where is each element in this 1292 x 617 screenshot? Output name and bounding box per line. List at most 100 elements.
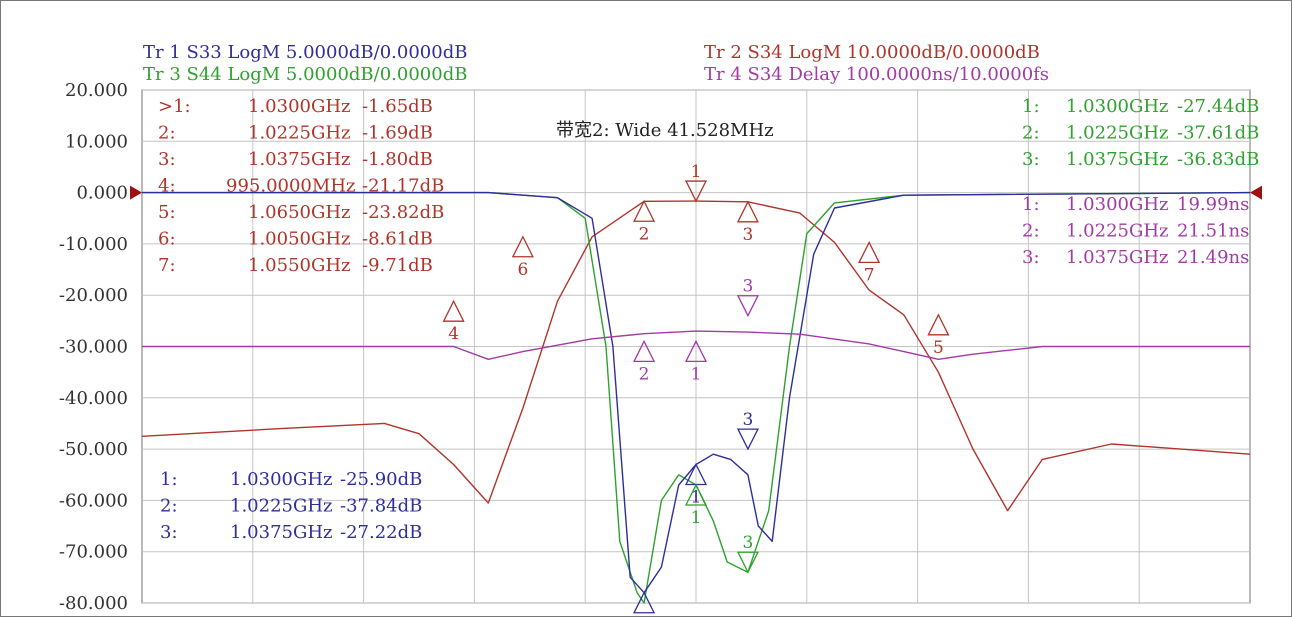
marker-table-value: -8.61dB (362, 229, 433, 250)
marker-number: 4 (448, 324, 459, 344)
marker-table-value: -25.90dB (340, 469, 422, 490)
marker-table-value: -36.83dB (1177, 149, 1259, 170)
marker-number: 1 (691, 364, 702, 384)
y-tick-label: 0.000 (76, 183, 128, 204)
marker-table-value: -27.44dB (1177, 96, 1259, 117)
y-tick-label: -60.000 (59, 490, 128, 511)
reference-arrow-left (130, 185, 142, 200)
marker-table-value: -21.17dB (362, 176, 444, 197)
marker-number: 5 (933, 338, 944, 358)
y-tick-label: -40.000 (59, 388, 128, 409)
marker-table-id: >1: (158, 96, 191, 117)
marker-table-id: 3: (1022, 247, 1040, 268)
marker-number: 1 (691, 508, 702, 528)
marker-table-value: 21.49ns (1177, 247, 1249, 268)
marker-table-freq: 1.0300GHz (1066, 194, 1169, 215)
reference-arrow-right (1250, 185, 1262, 200)
marker-triangle (736, 551, 759, 574)
trace-header-2: Tr 2 S34 LogM 10.0000dB/0.0000dB (704, 42, 1040, 63)
marker-table-id: 2: (1022, 221, 1040, 242)
y-tick-label: 20.000 (65, 80, 128, 101)
marker-table-freq: 1.0225GHz (1066, 123, 1169, 144)
marker-table-value: -1.80dB (362, 149, 433, 170)
marker-number: 2 (639, 364, 650, 384)
y-tick-label: -50.000 (59, 439, 128, 460)
marker-number: 3 (743, 533, 754, 553)
marker-table-id: 1: (1022, 96, 1040, 117)
marker-table-freq: 1.0375GHz (248, 149, 351, 170)
marker-table-value: -27.22dB (340, 522, 422, 543)
trace-line-tr3 (142, 191, 1251, 604)
marker-triangle (736, 295, 759, 318)
marker-table-id: 3: (160, 522, 178, 543)
marker-number: 3 (743, 277, 754, 297)
marker-table-freq: 1.0225GHz (248, 123, 351, 144)
marker-triangle (927, 313, 950, 336)
marker-table-freq: 1.0650GHz (248, 202, 351, 223)
marker-table-value: -1.65dB (362, 96, 433, 117)
reference-arrows (130, 185, 1262, 200)
marker-table-id: 2: (158, 123, 176, 144)
marker-triangle (736, 200, 759, 223)
bandwidth-label: 带宽2: Wide 41.528MHz (556, 120, 774, 141)
marker-number: 6 (517, 260, 528, 280)
marker-number: 1 (691, 162, 702, 182)
marker-table-freq: 1.0300GHz (230, 469, 333, 490)
marker-table-value: -1.69dB (362, 123, 433, 144)
marker-table-freq: 1.0550GHz (248, 255, 351, 276)
trace-header-4: Tr 4 S34 Delay 100.0000ns/10.0000fs (704, 64, 1049, 85)
marker-triangle (442, 299, 465, 322)
trace-header-1: Tr 1 S33 LogM 5.0000dB/0.0000dB (143, 42, 467, 63)
y-tick-label: -80.000 (59, 593, 128, 614)
marker-triangle (736, 428, 759, 451)
marker-table-freq: 1.0300GHz (248, 96, 351, 117)
marker-table-id: 7: (158, 255, 176, 276)
marker-table-freq: 995.0000MHz (226, 176, 356, 197)
marker-table-value: -9.71dB (362, 255, 433, 276)
marker-table-value: -37.84dB (340, 496, 422, 517)
marker-table-freq: 1.0375GHz (1066, 247, 1169, 268)
y-axis-ticks: 20.000 10.000 0.000 -10.000 -20.000 -30.000 -4… (59, 80, 128, 614)
marker-table-freq: 1.0300GHz (1066, 96, 1169, 117)
marker-triangle (511, 235, 534, 258)
marker-number: 3 (743, 410, 754, 430)
marker-table-id: 5: (158, 202, 176, 223)
trace-line-tr1 (142, 191, 1251, 594)
marker-triangle (633, 591, 656, 614)
marker-number: 1 (691, 487, 702, 507)
marker-table-freq: 1.0225GHz (1066, 221, 1169, 242)
marker-table-id: 4: (158, 176, 176, 197)
y-tick-label: 10.000 (65, 131, 128, 152)
marker-number: 3 (743, 225, 754, 245)
marker-table-id: 1: (1022, 194, 1040, 215)
marker-table-value: -37.61dB (1177, 123, 1259, 144)
marker-table-value: 19.99ns (1177, 194, 1249, 215)
marker-number: 2 (639, 224, 650, 244)
marker-number: 7 (864, 265, 875, 285)
marker-triangle (684, 483, 708, 506)
marker-table-id: 3: (1022, 149, 1040, 170)
marker-table-freq: 1.0375GHz (1066, 149, 1169, 170)
marker-table-id: 3: (158, 149, 176, 170)
y-tick-label: -10.000 (59, 234, 128, 255)
marker-table-freq: 1.0375GHz (230, 522, 333, 543)
y-tick-label: -20.000 (59, 285, 128, 306)
marker-table-freq: 1.0225GHz (230, 496, 333, 517)
marker-table-id: 2: (1022, 123, 1040, 144)
trace-line-tr4 (142, 330, 1250, 360)
marker-table-value: 21.51ns (1177, 221, 1249, 242)
trace-header-3: Tr 3 S44 LogM 5.0000dB/0.0000dB (143, 64, 467, 85)
trace-header: Tr 1 S33 LogM 5.0000dB/0.0000dB Tr 2 S34 … (143, 42, 1049, 85)
y-tick-label: -30.000 (59, 337, 128, 358)
marker-table-id: 1: (160, 469, 178, 490)
marker-triangle (684, 339, 708, 363)
marker-triangle (684, 180, 708, 203)
y-tick-label: -70.000 (59, 542, 128, 563)
markers: 1 2 3 4 5 6 7 1 2 3 1 2 3 1 3 (442, 162, 950, 617)
marker-triangle (858, 240, 881, 264)
marker-table-id: 2: (160, 496, 178, 517)
marker-tables: >1: 1.0300GHz -1.65dB 2: 1.0225GHz -1.69dB 3: 1… (158, 96, 1259, 543)
marker-table-freq: 1.0050GHz (248, 229, 351, 250)
